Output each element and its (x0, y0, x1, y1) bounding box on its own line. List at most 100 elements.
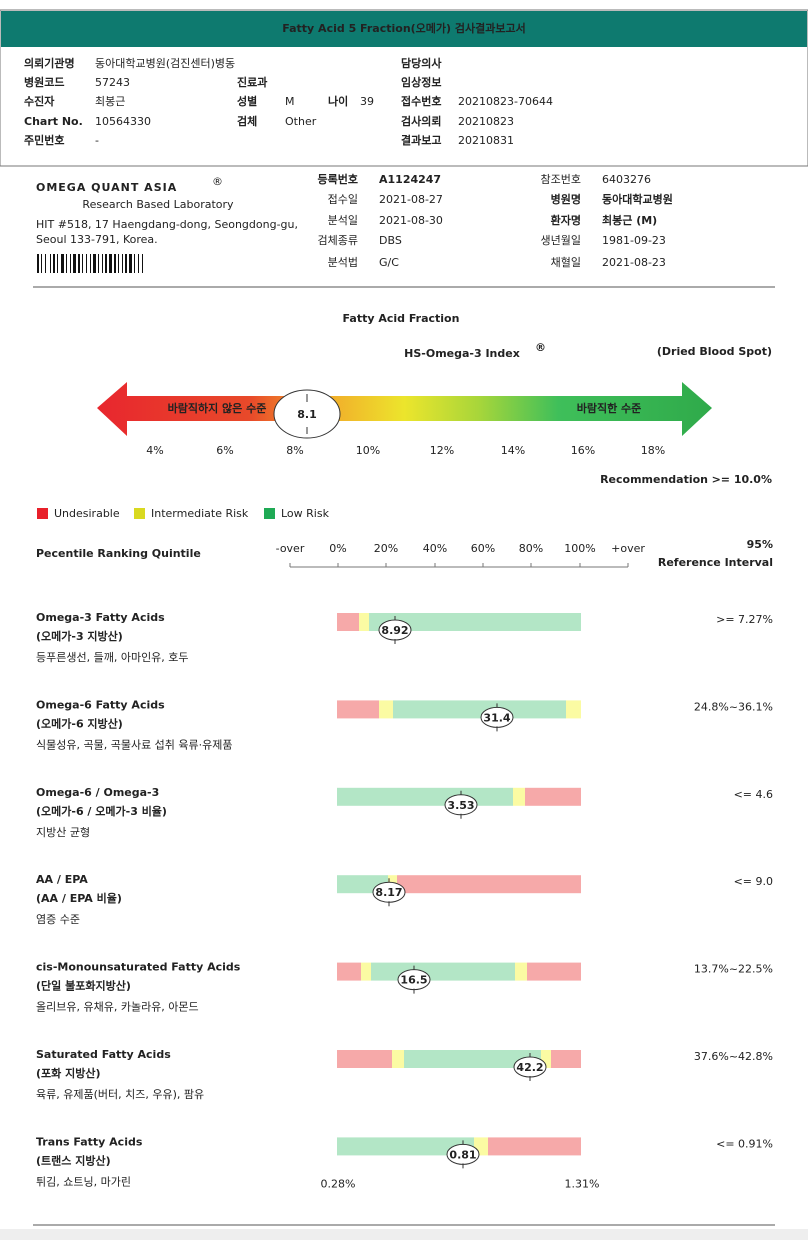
legend-swatch (37, 508, 48, 519)
gauge-tick-label: 18% (641, 444, 665, 457)
range-segment (371, 962, 515, 981)
gauge-tick-label: 12% (430, 444, 454, 457)
barcode-bar (118, 254, 119, 273)
lab-field-value: 2021-08-27 (379, 193, 443, 206)
legend-label: Low Risk (281, 507, 330, 520)
reference-interval: >= 7.27% (716, 613, 773, 626)
ranking-tick-label: 100% (564, 542, 595, 555)
item-value: 8.17 (375, 886, 402, 899)
field-value: - (95, 134, 99, 147)
range-segment (337, 962, 361, 981)
barcode-bar (142, 254, 143, 273)
range-segment (359, 613, 369, 631)
barcode-bar (86, 254, 87, 273)
range-segment (337, 700, 379, 719)
ranking-tick-label: 40% (423, 542, 447, 555)
ranking-tick-label: 20% (374, 542, 398, 555)
field-value: 20210823 (458, 115, 514, 128)
barcode-bar (114, 254, 116, 273)
field-value: 39 (360, 95, 374, 108)
field-label: 병원코드 (24, 75, 64, 89)
item-name-ko: (AA / EPA 비율) (36, 891, 122, 905)
item-foods: 식물성유, 곡물, 곡물사료 섭취 육류·유제품 (36, 738, 233, 751)
index-subtitle: HS-Omega-3 Index (404, 347, 520, 360)
legend-swatch (264, 508, 275, 519)
range-segment (515, 962, 527, 981)
item-name-ko: (단일 불포화지방산) (36, 979, 131, 993)
lab-field-label: 검체종류 (318, 234, 358, 247)
range-segment (551, 1050, 581, 1068)
barcode-bar (53, 254, 55, 273)
gauge-tick-label: 8% (286, 444, 303, 457)
field-label: 결과보고 (401, 133, 441, 147)
field-value: 20210823-70644 (458, 95, 553, 108)
lab-field-label: 분석일 (328, 213, 358, 227)
reference-interval: <= 9.0 (734, 875, 773, 888)
gauge-tick-label: 16% (571, 444, 595, 457)
ranking-tick-label: -over (276, 542, 305, 555)
recommendation-label: Recommendation (600, 473, 708, 486)
field-value: 10564330 (95, 115, 151, 128)
item-name-ko: (포화 지방산) (36, 1066, 100, 1080)
lab-field-value: 2021-08-30 (379, 214, 443, 227)
gauge-tick-label: 4% (146, 444, 163, 457)
lab-field-label: 분석법 (328, 256, 358, 269)
barcode-bar (109, 254, 112, 273)
barcode-bar (45, 254, 46, 273)
lab-field-value: G/C (379, 256, 399, 269)
field-label: 수진자 (24, 94, 55, 108)
lab-field-value: 1981-09-23 (602, 234, 666, 247)
range-segment (566, 700, 581, 719)
legend-swatch (134, 508, 145, 519)
range-segment (525, 787, 581, 806)
range-segment (404, 1050, 541, 1068)
field-label: 진료과 (237, 75, 267, 89)
reference-interval: 24.8%~36.1% (694, 700, 773, 713)
range-segment (397, 875, 581, 894)
ranking-tick-label: 0% (329, 542, 346, 555)
specimen-note: (Dried Blood Spot) (657, 345, 772, 358)
field-value: Other (285, 115, 317, 128)
item-name-ko: (오메가-6 지방산) (36, 716, 123, 730)
lab-field-label: 참조번호 (541, 173, 581, 186)
range-segment (513, 787, 525, 806)
index-arrow (97, 382, 712, 436)
item-foods: 염증 수준 (36, 913, 80, 926)
item-value: 42.2 (516, 1061, 543, 1074)
field-value: M (285, 95, 295, 108)
legend-label: Undesirable (54, 507, 120, 520)
range-segment (541, 1050, 551, 1068)
field-label: 검사의뢰 (401, 114, 441, 128)
item-value: 3.53 (447, 799, 474, 812)
item-foods: 육류, 유제품(버터, 치즈, 우유), 팜유 (36, 1088, 204, 1101)
lab-field-value: 동아대학교병원 (602, 192, 673, 206)
item-name: Omega-6 Fatty Acids (36, 698, 165, 711)
lab-field-value: 최봉근 (M) (602, 213, 657, 227)
reference-interval: 13.7%~22.5% (694, 963, 773, 976)
field-label: 성별 (237, 94, 257, 108)
barcode-bar (50, 254, 51, 273)
lab-address: Seoul 133-791, Korea. (36, 233, 158, 246)
gauge-tick-label: 6% (216, 444, 233, 457)
field-value: 동아대학교병원(검진센터)병동 (95, 57, 235, 70)
barcode-bar (90, 254, 91, 273)
barcode-bar (37, 254, 39, 273)
barcode-bar (61, 254, 64, 273)
reference-interval: 37.6%~42.8% (694, 1050, 773, 1063)
item-name-ko: (오메가-6 / 오메가-3 비율) (36, 804, 167, 818)
item-value: 0.81 (449, 1148, 476, 1161)
ranking-title: Pecentile Ranking Quintile (36, 547, 201, 560)
barcode-bar (122, 254, 123, 273)
lab-field-label: 생년월일 (541, 233, 581, 247)
lab-logo: OMEGA QUANT ASIA (36, 181, 177, 194)
item-name: Omega-3 Fatty Acids (36, 611, 165, 624)
item-name: Saturated Fatty Acids (36, 1048, 171, 1061)
item-name-ko: (오메가-3 지방산) (36, 629, 123, 643)
item-foods: 지방산 균형 (36, 826, 90, 839)
range-segment (337, 613, 359, 631)
lab-field-value: A1124247 (379, 173, 441, 186)
range-segment (393, 700, 566, 719)
barcode-bar (129, 254, 132, 273)
lab-field-label: 환자명 (551, 213, 581, 227)
